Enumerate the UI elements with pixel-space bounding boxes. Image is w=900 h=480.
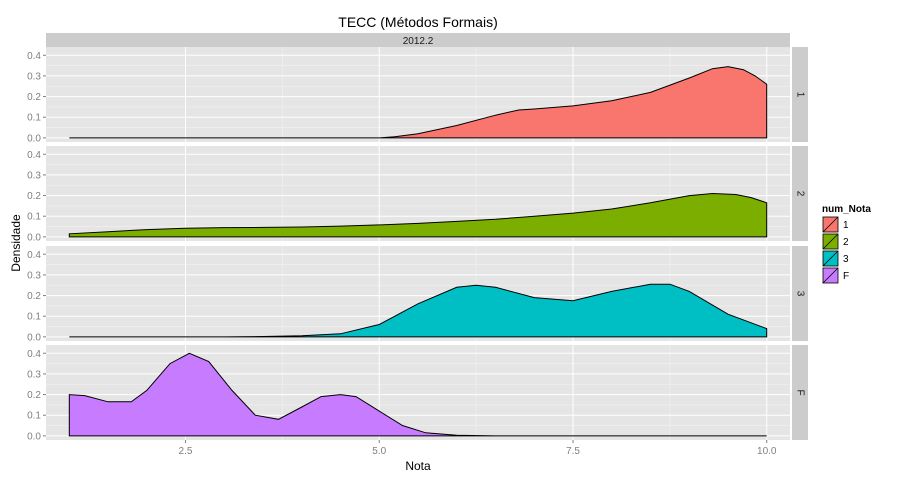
facet-strip [792,146,808,241]
facet-panel-1: 0.0 0.1 0.2 0.3 0.4 1 [27,47,808,144]
legend-label: 2 [843,237,849,248]
y-tick-label: 0.2 [27,291,41,302]
y-tick-label: 0.3 [27,71,41,82]
facet-panel-3: 0.0 0.1 0.2 0.3 0.4 3 [27,246,808,343]
y-tick-label: 0.2 [27,92,41,103]
top-strip-label: 2012.2 [403,36,434,47]
legend-swatch-slash [822,267,839,284]
y-axis-title: Densidade [9,214,23,272]
facet-strip-label: 2 [794,191,805,197]
y-tick-label: 0.4 [27,51,41,62]
legend-swatch-slash [822,233,839,250]
legend-swatch-slash [822,250,839,267]
legend-item-1: 1 [821,215,849,234]
legend-title: num_Nota [822,204,871,215]
facet-strip-label: 1 [794,92,805,98]
facet-strip [792,345,808,440]
y-tick-label: 0.0 [27,232,41,243]
y-tick-label: 0.1 [27,113,41,124]
legend-swatch-slash [822,216,839,233]
y-tick-label: 0.3 [27,170,41,181]
y-tick-label: 0.2 [27,390,41,401]
y-tick-label: 0.0 [27,133,41,144]
facet-panel-2: 0.0 0.1 0.2 0.3 0.4 2 [27,146,808,243]
legend: num_Nota 1 2 3 F [821,204,871,285]
facet-strip [792,47,808,142]
x-tick-label: 2.5 [179,446,193,457]
y-tick-label: 0.2 [27,191,41,202]
top-strip [46,33,790,47]
facet-strip-label: 3 [794,291,805,297]
x-tick-label: 5.0 [372,446,386,457]
facet-strip-label: F [794,389,805,395]
legend-label: 3 [843,254,849,265]
legend-label: 1 [843,220,849,231]
density-area-1 [69,66,768,139]
y-tick-label: 0.0 [27,332,41,343]
y-tick-label: 0.0 [27,431,41,442]
density-area-3 [69,283,768,338]
y-tick-label: 0.4 [27,250,41,261]
y-tick-label: 0.4 [27,150,41,161]
density-area-2 [68,192,768,238]
legend-item-3: 3 [821,249,849,268]
y-tick-label: 0.4 [27,349,41,360]
density-area-F [68,352,767,437]
facet-panels: 0.00.10.20.30.410.00.10.20.30.420.00.10.… [27,47,808,442]
y-tick-label: 0.1 [27,411,41,422]
x-axis: 2.5 5.0 7.5 10.0 [179,440,777,457]
y-tick-label: 0.1 [27,312,41,323]
legend-item-2: 2 [821,232,849,251]
facet-strip [792,246,808,341]
y-tick-label: 0.3 [27,369,41,380]
facet-panel-F: 0.0 0.1 0.2 0.3 0.4 F [27,345,808,442]
legend-label: F [843,271,849,282]
x-tick-label: 10.0 [757,446,777,457]
x-axis-title: Nota [405,459,431,473]
y-tick-label: 0.3 [27,270,41,281]
y-tick-label: 0.1 [27,212,41,223]
legend-item-F: F [821,266,849,285]
x-tick-label: 7.5 [566,446,580,457]
chart-title: TECC (Métodos Formais) [338,14,497,30]
